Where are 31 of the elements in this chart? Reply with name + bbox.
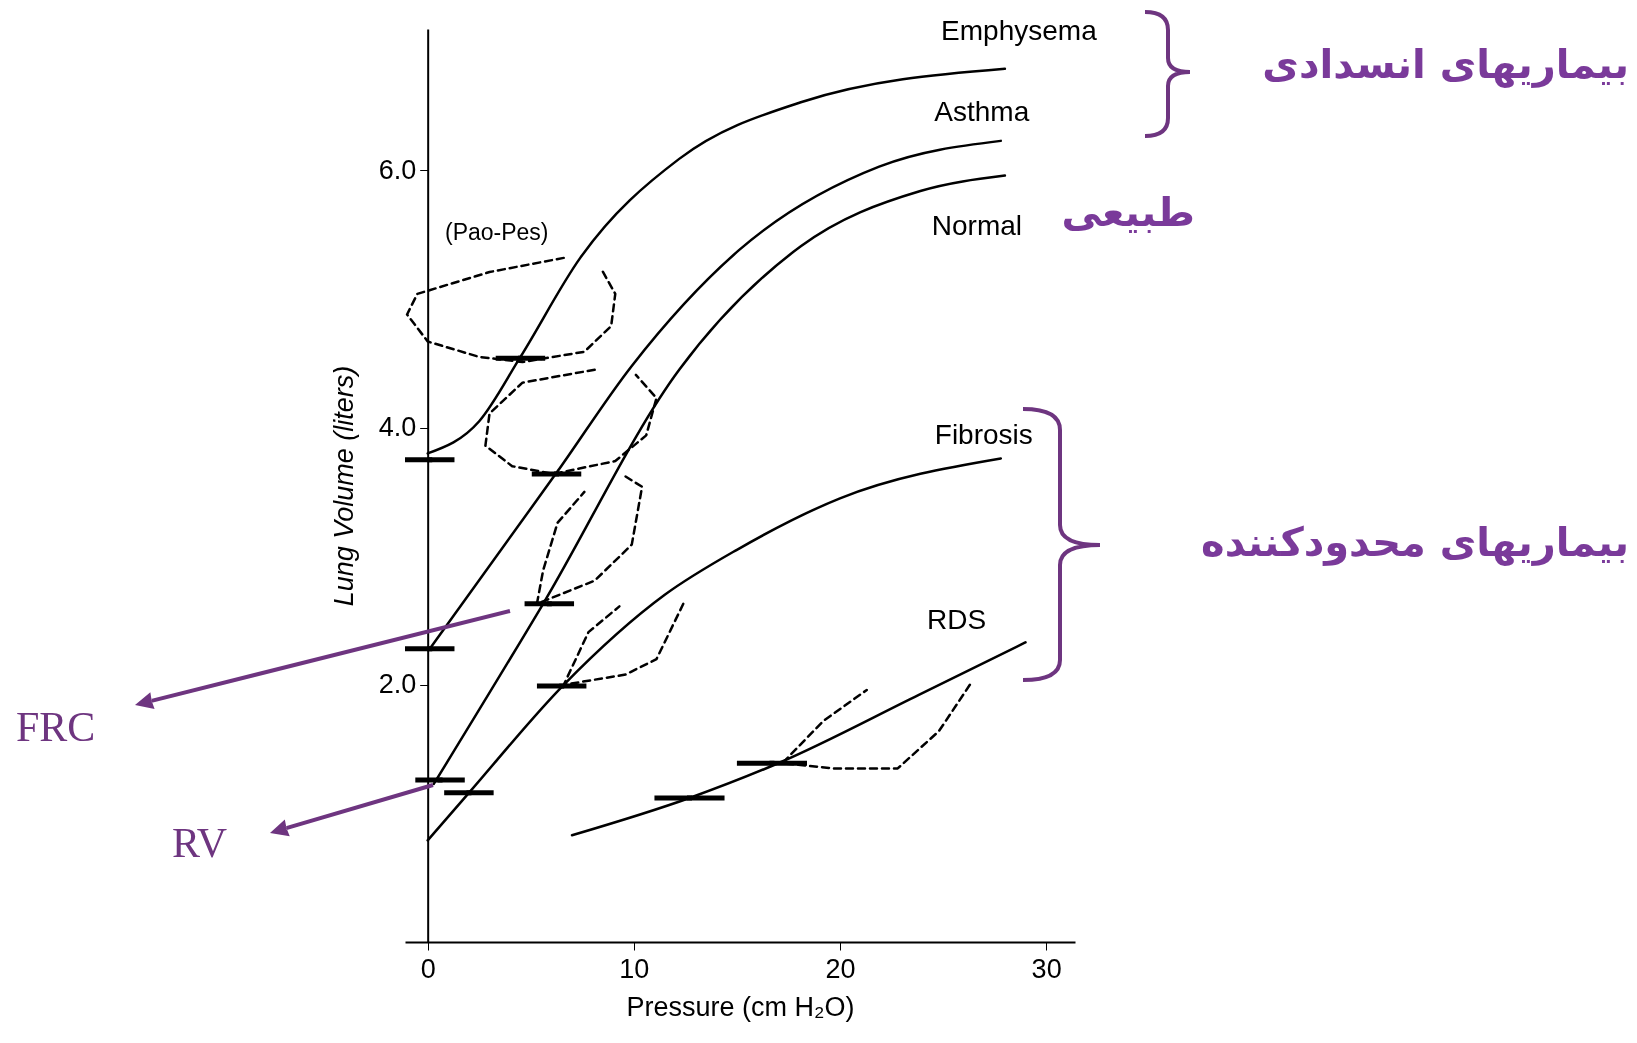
x-axis-title: Pressure (cm H₂O) (626, 991, 855, 1022)
series-label: Emphysema (941, 14, 1098, 46)
point (554, 471, 560, 477)
point (437, 777, 443, 783)
x-tick-label: 30 (1031, 953, 1062, 984)
y-axis-title: Lung Volume (liters) (328, 365, 359, 607)
point (769, 760, 775, 766)
point (559, 683, 565, 689)
series-label: Asthma (934, 95, 1030, 127)
point (427, 457, 433, 463)
line-series (570, 641, 1027, 837)
annotation: طبیعی (1061, 189, 1195, 235)
text: بیماریهای انسدادی (1262, 41, 1629, 87)
text: FRC (16, 704, 96, 750)
series-label: Normal (931, 209, 1023, 241)
x-tick-label: 20 (825, 953, 856, 984)
text: RV (172, 820, 227, 866)
x-tick-label: 0 (420, 953, 436, 984)
point (466, 790, 472, 796)
series-label: RDS (926, 604, 987, 636)
point (686, 795, 692, 801)
annotation: (Pao-Pes) (445, 219, 549, 245)
point (427, 646, 433, 652)
text: بیماریهای محدودکننده (1201, 519, 1629, 565)
series-label: Fibrosis (934, 419, 1033, 451)
x-tick-label: 10 (619, 953, 650, 984)
point (546, 601, 552, 607)
y-tick-label: 6.0 (378, 154, 417, 185)
y-tick-label: 4.0 (378, 412, 417, 443)
y-tick-label: 2.0 (378, 669, 417, 700)
point (517, 355, 523, 361)
